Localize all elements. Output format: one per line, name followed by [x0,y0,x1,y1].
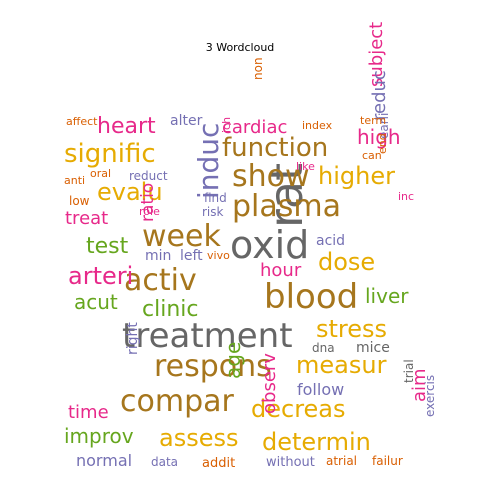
word-min: min [145,248,171,264]
word-trial: trial [402,359,416,383]
word-rat: rat [259,163,313,228]
word-high: high [357,125,401,149]
word-addit: addit [202,456,235,471]
word-oral: oral [90,167,111,180]
word-normal: normal [76,451,132,470]
word-dna: dna [312,341,335,355]
word-atrial: atrial [326,454,357,468]
word-activ: activ [124,263,197,298]
word-decreas: decreas [251,395,346,423]
word-signific: signific [64,139,156,169]
word-evalu: evalu [97,178,163,206]
word-data: data [151,455,178,469]
word-acid: acid [316,233,345,249]
word-determin: determin [262,428,371,456]
word-clinic: clinic [142,297,198,322]
word-hour: hour [260,260,302,281]
word-week: week [142,219,221,254]
word-blood: blood [264,277,358,317]
word-plasma: plasma [232,189,341,224]
word-index: index [302,119,333,132]
word-oxid: oxid [230,223,309,267]
word-treat: treat [65,208,108,229]
word-right: right [125,322,141,355]
word-dose: dose [318,248,375,276]
word-test: test [86,234,129,259]
word-end: end [376,133,389,154]
word-measur: measur [296,351,387,379]
word-exercis: exercis [423,375,437,417]
word-cardiac: cardiac [222,117,287,138]
word-observ: observ [259,353,280,414]
word-term: term [360,114,386,127]
word-liver: liver [365,284,409,308]
word-improv: improv [64,424,134,448]
word-ratio: ratio [138,183,158,222]
word-like: like [296,160,315,173]
word-without: without [266,455,315,470]
word-acut: acut [74,290,118,314]
word-arteri: arteri [68,262,133,290]
word-induc: induc [192,123,225,199]
word-reduct: reduct [129,169,168,183]
word-function: function [222,133,328,163]
word-follow: follow [297,380,344,399]
word-respons: respons [154,349,272,384]
figure-title: 3 Wordcloud [205,41,275,54]
word-failur: failur [372,454,403,468]
word-inc: inc [398,190,414,203]
word-age: age [221,342,245,379]
word-aim: aim [409,368,430,402]
word-affect: affect [66,115,98,128]
word-heart: heart [97,114,156,139]
word-ich: ich [220,117,233,133]
word-mice: mice [356,340,390,356]
word-subject: subject [366,22,387,87]
word-treatment: treatment [122,316,293,356]
word-role: role [139,205,160,218]
word-find: find [204,191,227,205]
word-higher: higher [318,162,395,190]
word-earli: earli [377,113,391,139]
word-assess: assess [159,424,239,452]
word-reduc: reduc [369,70,390,121]
word-compar: compar [120,384,234,419]
word-show: show [232,159,310,194]
word-vivo: vivo [207,249,230,262]
word-can: can [362,149,382,162]
word-non: non [251,57,265,80]
word-alter: alter [170,113,203,129]
word-risk: risk [202,205,224,219]
word-left: left [180,248,203,264]
word-low: low [69,194,90,208]
word-stress: stress [316,315,387,343]
word-anti: anti [64,174,85,187]
word-time: time [68,402,109,423]
